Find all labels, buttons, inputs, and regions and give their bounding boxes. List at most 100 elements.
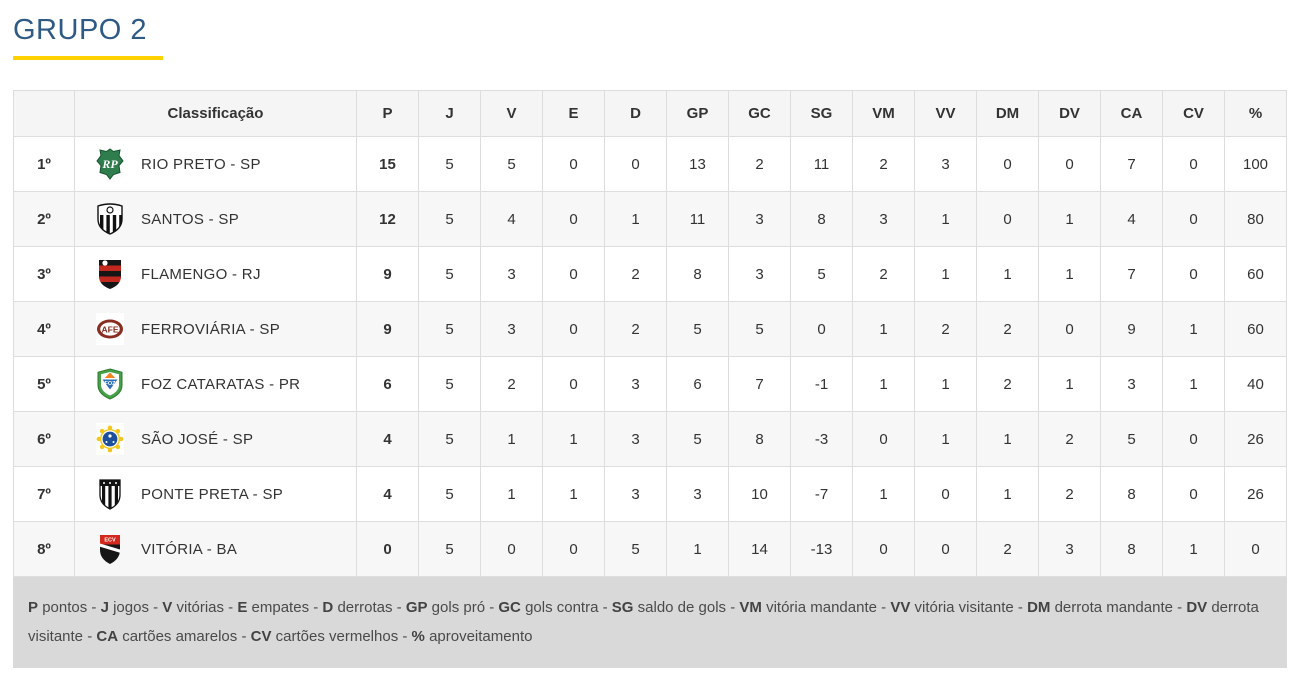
stat-cell: 0: [542, 136, 605, 192]
position-cell: 7º: [13, 466, 75, 522]
table-header-row: Classificação P J V E D GP GC SG VM VV DM DV CA CV%: [13, 90, 1287, 137]
stat-cell: 8: [1100, 521, 1163, 577]
stat-cell: 0: [790, 301, 853, 357]
stat-cell: 8: [1100, 466, 1163, 522]
stat-cell: 1: [1038, 191, 1101, 247]
stat-cell: 12: [356, 191, 419, 247]
stat-cell: 0: [542, 521, 605, 577]
column-header: J: [418, 90, 481, 137]
stat-cell: 1: [542, 411, 605, 467]
position-cell: 6º: [13, 411, 75, 467]
legend-label: derrota visitante: [28, 599, 1259, 645]
svg-text:RP: RP: [101, 157, 118, 171]
team-cell: AFE FERROVIÁRIA - SP: [74, 301, 357, 357]
stat-cell: 5: [418, 356, 481, 412]
stat-cell: 1: [976, 411, 1039, 467]
column-header: CV: [1162, 90, 1225, 137]
stat-cell: 11: [790, 136, 853, 192]
team-cell: SANTOS - SP: [74, 191, 357, 247]
stat-cell: 14: [728, 521, 791, 577]
column-header: SG: [790, 90, 853, 137]
stat-cell: 8: [790, 191, 853, 247]
team-name: VITÓRIA - BA: [141, 540, 238, 558]
column-header: P: [356, 90, 419, 137]
team-name: FLAMENGO - RJ: [141, 265, 261, 283]
stat-cell: 26: [1224, 411, 1287, 467]
stat-cell: 1: [542, 466, 605, 522]
team-cell: ECV VITÓRIA - BA: [74, 521, 357, 577]
stat-cell: 60: [1224, 246, 1287, 302]
team-name: SANTOS - SP: [141, 210, 240, 228]
table-row: 5º FOZ FOZ CATARATAS - PR 6 5 2 0 3 6 7 -1 1 1 2 1 3…: [13, 356, 1287, 412]
stat-cell: 1: [1162, 356, 1225, 412]
stat-cell: 9: [1100, 301, 1163, 357]
stat-cell: 5: [480, 136, 543, 192]
legend-item: GP gols pró: [406, 599, 485, 616]
stat-cell: 4: [356, 411, 419, 467]
stat-cell: 2: [976, 356, 1039, 412]
stat-cell: 5: [666, 301, 729, 357]
stat-cell: 5: [1100, 411, 1163, 467]
position-cell: 5º: [13, 356, 75, 412]
legend-abbr: DV: [1186, 599, 1208, 616]
team-inner: FOZ FOZ CATARATAS - PR: [75, 368, 356, 400]
ponte-preta-crest-icon: [96, 478, 124, 510]
stat-cell: 5: [418, 301, 481, 357]
team-cell: FOZ FOZ CATARATAS - PR: [74, 356, 357, 412]
svg-text:FOZ: FOZ: [105, 381, 117, 387]
rio-preto-crest-icon: RP: [96, 148, 124, 180]
column-header: VM: [852, 90, 915, 137]
stat-cell: 2: [604, 301, 667, 357]
stat-cell: 1: [480, 411, 543, 467]
stat-cell: 5: [418, 246, 481, 302]
stat-cell: 13: [666, 136, 729, 192]
stat-cell: 5: [666, 411, 729, 467]
stat-cell: -1: [790, 356, 853, 412]
ferroviaria-crest-icon: AFE: [96, 313, 124, 345]
stat-cell: 0: [1038, 301, 1101, 357]
legend-abbr: V: [162, 599, 173, 616]
stat-cell: 0: [542, 356, 605, 412]
stat-cell: 3: [1100, 356, 1163, 412]
legend-abbr: CA: [96, 628, 119, 645]
stat-cell: 3: [1038, 521, 1101, 577]
stat-cell: 4: [1100, 191, 1163, 247]
table-row: 2º SANTOS - SP 12 5 4 0 1 11 3 8 3 1 0 1 4 0 80: [13, 191, 1287, 247]
column-header: D: [604, 90, 667, 137]
position-cell: 3º: [13, 246, 75, 302]
stat-cell: 5: [418, 191, 481, 247]
table-row: 3º FLAMENGO - RJ 9 5 3 0 2 8 3 5 2 1 1 1 7 0 60: [13, 246, 1287, 302]
legend-label: gols contra: [525, 599, 599, 616]
stat-cell: 5: [728, 301, 791, 357]
stat-cell: 100: [1224, 136, 1287, 192]
stat-cell: 1: [1162, 521, 1225, 577]
legend-label: gols pró: [431, 599, 486, 616]
stat-cell: 2: [1038, 466, 1101, 522]
stat-cell: 3: [480, 246, 543, 302]
santos-crest-icon: [96, 203, 124, 235]
stat-cell: -7: [790, 466, 853, 522]
team-inner: FLAMENGO - RJ: [75, 258, 356, 290]
stat-cell: 0: [914, 521, 977, 577]
legend-item: J jogos: [101, 599, 149, 616]
stat-cell: 1: [914, 191, 977, 247]
legend-abbr: GP: [405, 599, 428, 616]
stat-cell: 1: [852, 356, 915, 412]
legend-item: V vitórias: [162, 599, 224, 616]
legend-label: cartões amarelos: [122, 628, 238, 645]
column-header: GP: [666, 90, 729, 137]
stat-cell: 0: [1038, 136, 1101, 192]
column-header: DM: [976, 90, 1039, 137]
legend-item: D derrotas: [322, 599, 392, 616]
stat-cell: 0: [356, 521, 419, 577]
stat-cell: 80: [1224, 191, 1287, 247]
team-inner: SANTOS - SP: [75, 203, 356, 235]
stat-cell: 2: [852, 136, 915, 192]
stat-cell: 5: [604, 521, 667, 577]
svg-text:AFE: AFE: [102, 324, 119, 334]
stat-cell: 7: [1100, 136, 1163, 192]
stat-cell: -13: [790, 521, 853, 577]
stat-cell: 2: [480, 356, 543, 412]
team-cell: SÃO JOSÉ - SP: [74, 411, 357, 467]
